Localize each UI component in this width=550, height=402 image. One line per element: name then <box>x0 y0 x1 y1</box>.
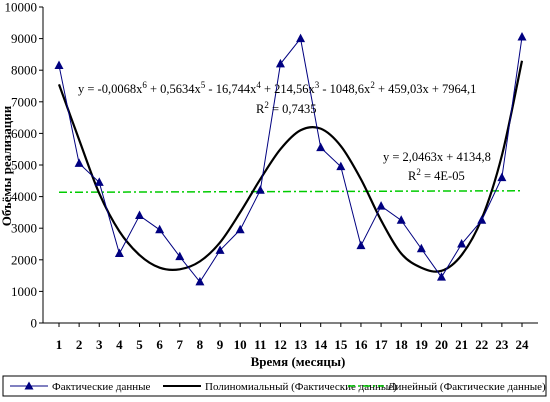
polynomial-trend-line <box>57 60 524 273</box>
linear-r-squared: R2 = 4E-05 <box>408 167 465 183</box>
x-tick-label: 9 <box>217 337 224 352</box>
x-tick-label: 15 <box>334 337 348 352</box>
data-point <box>396 215 406 224</box>
y-tick-label: 4000 <box>11 189 37 204</box>
y-axis-title: Объёмы реализации <box>0 105 14 226</box>
data-point <box>436 272 446 281</box>
x-tick-label: 17 <box>375 337 389 352</box>
data-point <box>296 33 306 43</box>
series-layer <box>54 32 527 286</box>
x-tick-label: 20 <box>435 337 448 352</box>
data-point <box>497 172 507 182</box>
y-tick-label: 3000 <box>11 221 37 236</box>
data-point <box>336 161 346 171</box>
polynomial-r-squared-part: 2 <box>264 100 269 110</box>
data-point <box>74 158 84 167</box>
data-point <box>477 215 487 224</box>
data-point <box>135 210 145 220</box>
x-tick-label: 1 <box>56 337 63 352</box>
polynomial-equation-part: 5 <box>201 80 206 90</box>
x-tick-label: 4 <box>116 337 123 352</box>
x-tick-label: 12 <box>274 337 287 352</box>
polynomial-equation-part: 4 <box>256 80 261 90</box>
polynomial-r-squared-part: = 0,7435 <box>269 102 317 116</box>
axes: 0 1000 2000 3000 4000 5000 6000 7000 8000 9000 100… <box>5 0 538 352</box>
x-tick-label: 10 <box>234 337 247 352</box>
y-tick-label: 9000 <box>11 31 37 46</box>
data-point <box>114 248 124 257</box>
x-tick-label: 21 <box>455 337 468 352</box>
polynomial-equation-part: - 1048,6x <box>319 82 371 96</box>
polynomial-equation: y = -0,0068x6 + 0,5634x5 - 16,744x4 + 21… <box>78 80 476 96</box>
data-point <box>195 276 205 286</box>
linear-equation: y = 2,0463x + 4134,8 <box>383 150 491 164</box>
linear-r-squared-part: R <box>408 169 417 183</box>
x-tick-label: 7 <box>177 337 184 352</box>
polynomial-equation-part: + 459,03x + 7964,1 <box>375 82 477 96</box>
data-point <box>255 185 265 194</box>
x-tick-label: 5 <box>136 337 143 352</box>
data-point <box>356 240 366 250</box>
polynomial-equation-part: - 16,744x <box>205 82 257 96</box>
legend: Фактические данные Полиномиальный (Факти… <box>2 375 547 397</box>
x-axis-title: Время (месяцы) <box>251 354 346 369</box>
x-tick-label: 24 <box>516 337 530 352</box>
data-point <box>235 224 245 234</box>
x-tick-label: 6 <box>156 337 163 352</box>
y-tick-label: 6000 <box>11 126 37 141</box>
x-tick-label: 13 <box>294 337 308 352</box>
y-tick-label: 7000 <box>11 94 37 109</box>
y-tick-label: 8000 <box>11 63 37 78</box>
polynomial-equation-part: 3 <box>315 80 320 90</box>
x-tick-label: 19 <box>415 337 429 352</box>
linear-r-squared-part: = 4E-05 <box>421 169 465 183</box>
linear-r-squared-part: 2 <box>416 167 421 177</box>
x-tick-label: 2 <box>76 337 83 352</box>
legend-box <box>2 375 547 397</box>
data-point <box>215 245 225 254</box>
data-point <box>457 239 467 248</box>
annotations: y = -0,0068x6 + 0,5634x5 - 16,744x4 + 21… <box>78 80 491 183</box>
legend-linear-label: Линейный (Фактические данные) <box>388 381 546 393</box>
y-tick-label: 1000 <box>11 284 37 299</box>
y-tick-label: 0 <box>31 316 38 331</box>
actual-data-line <box>58 36 523 283</box>
x-tick-label: 16 <box>354 337 368 352</box>
data-point <box>54 60 64 69</box>
polynomial-equation-part: 6 <box>142 80 147 90</box>
legend-actual-marker <box>24 381 34 390</box>
legend-poly-label: Полиномиальный (Фактические данные) <box>205 381 397 393</box>
x-tick-label: 23 <box>495 337 509 352</box>
x-tick-label: 18 <box>395 337 409 352</box>
x-tick-label: 14 <box>314 337 328 352</box>
legend-actual-label: Фактические данные <box>52 381 151 393</box>
polynomial-r-squared: R2 = 0,7435 <box>256 100 317 116</box>
y-tick-label: 5000 <box>11 158 37 173</box>
data-point <box>275 58 285 68</box>
y-tick-label: 2000 <box>11 252 37 267</box>
x-tick-label: 8 <box>197 337 204 352</box>
x-tick-label: 11 <box>254 337 266 352</box>
y-tick-label: 10000 <box>5 0 38 15</box>
x-tick-label: 22 <box>475 337 488 352</box>
polynomial-equation-part: + 214,56x <box>261 82 316 96</box>
data-point <box>155 224 165 234</box>
polynomial-equation-part: y = -0,0068x <box>78 82 143 96</box>
polynomial-equation-part: 2 <box>370 80 375 90</box>
polynomial-equation-part: + 0,5634x <box>147 82 202 96</box>
polynomial-r-squared-part: R <box>256 102 265 116</box>
x-tick-label: 3 <box>96 337 103 352</box>
data-point <box>517 32 527 41</box>
data-point <box>316 142 326 152</box>
data-point <box>376 201 386 210</box>
linear-trend-line <box>58 190 523 194</box>
data-point <box>94 177 104 186</box>
data-point <box>416 243 426 253</box>
data-point <box>175 251 185 261</box>
